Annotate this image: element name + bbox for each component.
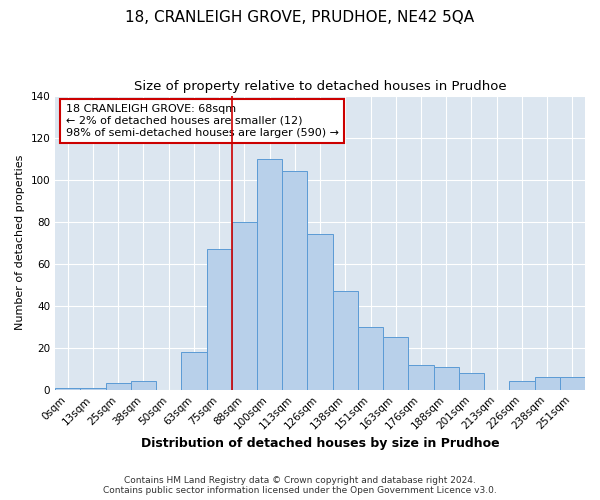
Bar [181, 352, 206, 390]
Bar [509, 382, 535, 390]
Bar [206, 249, 232, 390]
Bar [232, 222, 257, 390]
Bar [358, 326, 383, 390]
Text: 18 CRANLEIGH GROVE: 68sqm
← 2% of detached houses are smaller (12)
98% of semi-d: 18 CRANLEIGH GROVE: 68sqm ← 2% of detach… [66, 104, 339, 138]
Bar [332, 291, 358, 390]
Bar [409, 364, 434, 390]
Bar [106, 384, 131, 390]
X-axis label: Distribution of detached houses by size in Prudhoe: Distribution of detached houses by size … [141, 437, 499, 450]
Bar [257, 158, 282, 390]
Bar [131, 382, 156, 390]
Bar [383, 337, 409, 390]
Y-axis label: Number of detached properties: Number of detached properties [15, 155, 25, 330]
Text: Contains HM Land Registry data © Crown copyright and database right 2024.
Contai: Contains HM Land Registry data © Crown c… [103, 476, 497, 495]
Title: Size of property relative to detached houses in Prudhoe: Size of property relative to detached ho… [134, 80, 506, 93]
Bar [307, 234, 332, 390]
Bar [434, 366, 459, 390]
Text: 18, CRANLEIGH GROVE, PRUDHOE, NE42 5QA: 18, CRANLEIGH GROVE, PRUDHOE, NE42 5QA [125, 10, 475, 25]
Bar [535, 377, 560, 390]
Bar [55, 388, 80, 390]
Bar [560, 377, 585, 390]
Bar [459, 373, 484, 390]
Bar [282, 171, 307, 390]
Bar [80, 388, 106, 390]
